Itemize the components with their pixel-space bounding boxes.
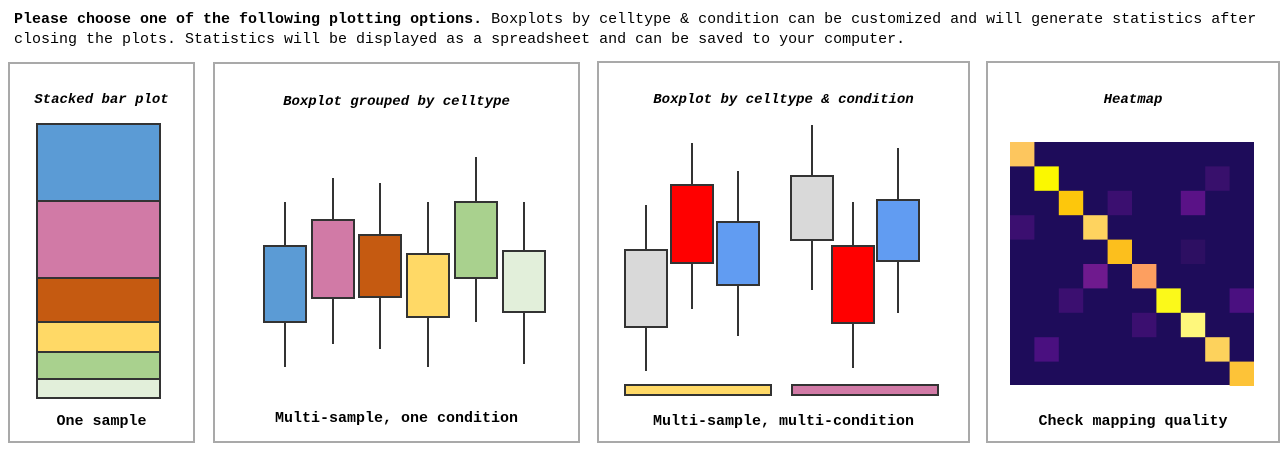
box-gray-1 (624, 249, 668, 328)
box-green (454, 201, 498, 279)
stack-segment-pale-green (36, 378, 161, 399)
heatmap-offdiagonal-cell (1180, 239, 1206, 264)
option-caption: One sample (56, 413, 147, 430)
box-orange (358, 234, 402, 298)
option-caption: Multi-sample, multi-condition (652, 413, 915, 430)
heatmap-offdiagonal-cell (1205, 166, 1230, 191)
heatmap-diagonal-cell (1083, 215, 1108, 240)
box-pink (311, 219, 355, 299)
option-caption: Multi-sample, one condition (274, 410, 519, 427)
heatmap-diagonal-cell (1205, 337, 1230, 362)
instructions-heading: Please choose one of the following plott… (14, 11, 483, 28)
box-blue (263, 245, 307, 323)
option-boxplot-by-celltype-and-condition[interactable]: Boxplot by celltype & condition Multi-sa… (597, 61, 970, 443)
box-yellow (406, 253, 450, 318)
option-title: Boxplot grouped by celltype (283, 94, 510, 110)
option-caption: Check mapping quality (1038, 413, 1228, 430)
stack-segment-orange (36, 277, 161, 323)
box-blue-1 (716, 221, 760, 286)
stack-segment-yellow (36, 321, 161, 353)
box-red-1 (670, 184, 714, 264)
heatmap-offdiagonal-cell (1107, 190, 1132, 216)
heatmap-diagonal-cell (1010, 142, 1035, 167)
box-blue-2 (876, 199, 920, 262)
box-gray-2 (790, 175, 834, 241)
option-boxplot-grouped-by-celltype[interactable]: Boxplot grouped by celltype Multi-sample… (213, 62, 580, 443)
box-red-2 (831, 245, 875, 324)
heatmap-offdiagonal-cell (1010, 215, 1035, 240)
heatmap-diagonal-cell (1229, 361, 1254, 386)
option-title: Stacked bar plot (34, 92, 169, 108)
stack-segment-green (36, 351, 161, 380)
instructions-text: Please choose one of the following plott… (14, 10, 1276, 50)
box-pale-green (502, 250, 546, 313)
stack-segment-pink (36, 200, 161, 279)
option-stacked-bar-plot[interactable]: Stacked bar plot One sample (8, 62, 195, 443)
heatmap-offdiagonal-cell (1058, 288, 1084, 313)
boxplot-condition-icon (624, 125, 939, 396)
heatmap-offdiagonal-cell (1083, 264, 1108, 289)
stacked-bar-plot-icon (36, 123, 161, 399)
boxplot-grouped-icon (263, 157, 546, 367)
heatmap-offdiagonal-cell (1132, 312, 1157, 338)
heatmap-diagonal-cell (1107, 239, 1132, 264)
heatmap-diagonal-cell (1034, 166, 1059, 191)
instructions-body: Boxplots by celltype & condition can be … (14, 11, 1257, 48)
heatmap-offdiagonal-cell (1034, 337, 1059, 362)
heatmap-diagonal-cell (1156, 288, 1181, 313)
option-title: Heatmap (1103, 92, 1163, 108)
option-heatmap[interactable]: Heatmap Check mapping quality (986, 61, 1280, 443)
heatmap-offdiagonal-cell (1229, 288, 1254, 313)
condition-bar-pink (791, 384, 939, 396)
condition-bar-yellow (624, 384, 772, 396)
stack-segment-blue (36, 123, 161, 202)
heatmap-icon (1010, 142, 1254, 386)
heatmap-diagonal-cell (1058, 190, 1084, 216)
heatmap-diagonal-cell (1180, 312, 1206, 338)
heatmap-diagonal-cell (1132, 264, 1157, 289)
heatmap-offdiagonal-cell (1180, 190, 1206, 216)
option-title: Boxplot by celltype & condition (653, 92, 914, 108)
